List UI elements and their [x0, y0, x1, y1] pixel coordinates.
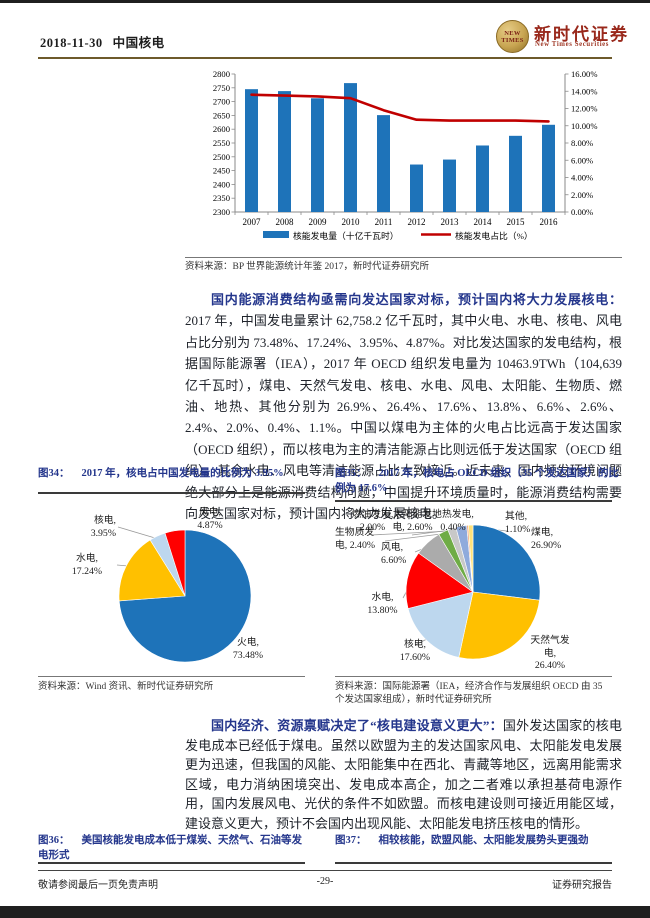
- fig35-source-divider: [335, 676, 612, 677]
- svg-text:12.00%: 12.00%: [571, 104, 598, 114]
- svg-text:4.00%: 4.00%: [571, 173, 593, 183]
- fig35-pie-chart: 煤电, 26.90% 天然气发 电, 26.40% 核电, 17.60% 水电, 13.80% 风…: [335, 505, 620, 673]
- svg-text:0.00%: 0.00%: [571, 207, 593, 217]
- pie-label: 生物质发 电, 2.40%: [335, 527, 376, 551]
- pie-label: 风电, 6.60%: [381, 542, 407, 566]
- fig37-caption-rule: [335, 862, 612, 864]
- fig34-source: 资料来源：Wind 资讯、新时代证券研究所: [38, 682, 214, 692]
- paragraph-nuclear-significance: 国内经济、资源禀赋决定了“核电建设意义更大”：国外发达国家的核电发电成本已经低于…: [185, 716, 622, 834]
- pie-label: 煤电, 26.90%: [531, 527, 562, 551]
- svg-text:2009: 2009: [309, 217, 328, 227]
- svg-text:2014: 2014: [474, 217, 493, 227]
- svg-text:2008: 2008: [276, 217, 295, 227]
- svg-text:2450: 2450: [213, 166, 230, 176]
- pie-label: 风电, 4.87%: [197, 507, 223, 531]
- pie-label: 核电, 17.60%: [399, 639, 431, 663]
- svg-text:2010: 2010: [342, 217, 361, 227]
- nuclear-generation-figure: 2300 2350 2400 2450 2500 2550 2600 2650 2700 2750…: [185, 64, 622, 286]
- svg-text:14.00%: 14.00%: [571, 86, 598, 96]
- footer-disclaimer: 敬请参阅最后一页免责声明: [38, 880, 158, 891]
- svg-text:2015: 2015: [507, 217, 526, 227]
- paragraph-body: 2017 年，中国发电量累计 62,758.2 亿千瓦时，其中火电、水电、核电、…: [185, 313, 622, 522]
- pie-label: 水电, 17.24%: [71, 553, 103, 577]
- svg-text:核能发电量（十亿千瓦时）: 核能发电量（十亿千瓦时）: [293, 230, 399, 241]
- svg-text:2550: 2550: [213, 138, 230, 148]
- fig34-caption: 图34： 2017 年，核电占中国发电量的比例为 3.95%: [38, 468, 284, 479]
- svg-text:2350: 2350: [213, 193, 230, 203]
- fig35-source: 资料来源：国际能源署（IEA，经济合作与发展组织 OECD 由 35 个发达国家…: [335, 682, 603, 705]
- pie-label: 太阳能发 电, 2.60%: [392, 509, 433, 533]
- fig34-source-divider: [38, 676, 305, 677]
- nuclear-generation-chart: 2300 2350 2400 2450 2500 2550 2600 2650 2700 2750…: [213, 69, 598, 241]
- pie-label: 火电, 73.48%: [232, 637, 264, 661]
- fig34-caption-rule: [38, 492, 305, 494]
- pie-label: 核电, 3.95%: [90, 515, 116, 539]
- svg-text:2.00%: 2.00%: [571, 190, 593, 200]
- top-edge-bar: [0, 0, 650, 3]
- pie-label: 天然气发 电, 26.40%: [530, 635, 570, 671]
- paragraph-energy-structure: 国内能源消费结构亟需向发达国家对标，预计国内将大力发展核电： 2017 年，中国发…: [185, 289, 622, 524]
- fig34-pie-chart: 火电, 73.48% 水电, 17.24% 核电, 3.95% 风电, 4.87%: [38, 497, 305, 672]
- footer-report-type: 证券研究报告: [552, 880, 612, 891]
- header-date: 2018-11-30: [40, 36, 103, 50]
- footer-divider: [38, 870, 612, 871]
- new-times-coin-icon: NEW TIMES: [496, 20, 529, 53]
- pie-label: 燃油发电, 2.00%: [351, 509, 394, 533]
- fig36-caption: 图36： 美国核能发电成本低于煤炭、天然气、石油等发电形式: [38, 835, 302, 861]
- brand-name-en: New Times Securities: [535, 41, 610, 48]
- pie-label: 地热发电, 0.40%: [432, 509, 474, 533]
- svg-text:2300: 2300: [213, 207, 230, 217]
- svg-text:2800: 2800: [213, 69, 230, 79]
- svg-text:2400: 2400: [213, 179, 230, 189]
- paragraph-lead: 国内经济、资源禀赋决定了“核电建设意义更大”：: [211, 718, 503, 733]
- footer-page-number: -29-: [316, 876, 334, 887]
- svg-text:2007: 2007: [243, 217, 262, 227]
- svg-text:核能发电占比（%）: 核能发电占比（%）: [455, 230, 533, 241]
- svg-text:2650: 2650: [213, 110, 230, 120]
- fig35-caption-rule: [335, 500, 612, 502]
- fig37-caption: 图37： 相较核能，欧盟风能、太阳能发展势头更强劲: [335, 835, 589, 846]
- header: 2018-11-30 中国核电: [40, 32, 175, 51]
- brand-logo: NEW TIMES 新时代证券 New Times Securities: [496, 18, 629, 54]
- svg-text:16.00%: 16.00%: [571, 69, 598, 79]
- paragraph-lead: 国内能源消费结构亟需向发达国家对标，预计国内将大力发展核电：: [211, 292, 622, 307]
- svg-text:2013: 2013: [441, 217, 460, 227]
- svg-text:2750: 2750: [213, 83, 230, 93]
- header-title: 中国核电: [112, 36, 165, 50]
- figure-source: 资料来源：BP 世界能源统计年鉴 2017，新时代证券研究所: [185, 262, 430, 272]
- svg-text:2011: 2011: [375, 217, 393, 227]
- svg-text:8.00%: 8.00%: [571, 138, 593, 148]
- china-power-mix-pie: [116, 526, 252, 663]
- bottom-edge-bar: [0, 906, 650, 918]
- svg-text:2016: 2016: [540, 217, 559, 227]
- svg-text:2600: 2600: [213, 124, 230, 134]
- brand-name-cn: 新时代证券: [534, 25, 629, 44]
- svg-text:2012: 2012: [408, 217, 426, 227]
- paragraph-body: 国外发达国家的核电发电成本已经低于煤电。虽然以欧盟为主的发达国家风电、太阳能发电…: [185, 718, 622, 831]
- oecd-power-mix-pie: [370, 524, 541, 660]
- figure-source-divider: [185, 257, 622, 258]
- svg-text:6.00%: 6.00%: [571, 155, 593, 165]
- svg-text:10.00%: 10.00%: [571, 121, 598, 131]
- fig36-caption-rule: [38, 862, 305, 864]
- svg-text:2700: 2700: [213, 97, 230, 107]
- svg-text:2500: 2500: [213, 152, 230, 162]
- header-divider: [38, 57, 612, 59]
- pie-label: 其他, 1.10%: [505, 511, 531, 535]
- pie-label: 水电, 13.80%: [367, 592, 398, 616]
- fig35-caption: 图35： 2017 年，核电占 OECD 组织（35 个发达国家）的比例为 17.…: [335, 468, 619, 494]
